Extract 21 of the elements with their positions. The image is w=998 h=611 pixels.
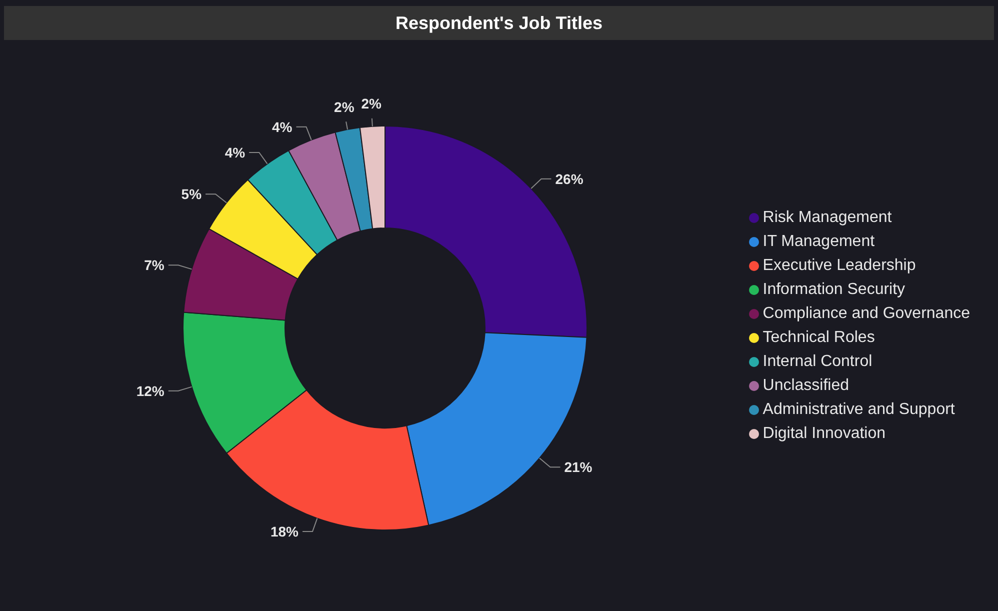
chart-title: Respondent's Job Titles xyxy=(4,6,994,40)
legend-label: Internal Control xyxy=(762,353,872,370)
data-label: 4% xyxy=(224,144,246,160)
data-label: 21% xyxy=(564,459,593,476)
data-label: 5% xyxy=(181,186,202,202)
legend-label: Unclassified xyxy=(762,377,850,394)
legend-label: Executive Leadership xyxy=(762,257,916,274)
data-label: 2% xyxy=(334,98,355,115)
legend-label: Risk Management xyxy=(762,209,892,226)
legend-label: Administrative and Support xyxy=(762,401,955,418)
data-label: 4% xyxy=(272,118,293,135)
legend-label: IT Management xyxy=(762,233,875,250)
legend-label: Technical Roles xyxy=(762,329,875,346)
data-label: 12% xyxy=(136,382,165,399)
legend-label: Digital Innovation xyxy=(762,425,886,442)
data-label: 2% xyxy=(361,95,382,112)
data-label: 26% xyxy=(555,170,584,187)
data-label: 7% xyxy=(144,257,165,274)
data-label: 18% xyxy=(270,523,300,540)
legend-label: Information Security xyxy=(762,281,906,298)
legend-label: Compliance and Governance xyxy=(762,305,970,322)
